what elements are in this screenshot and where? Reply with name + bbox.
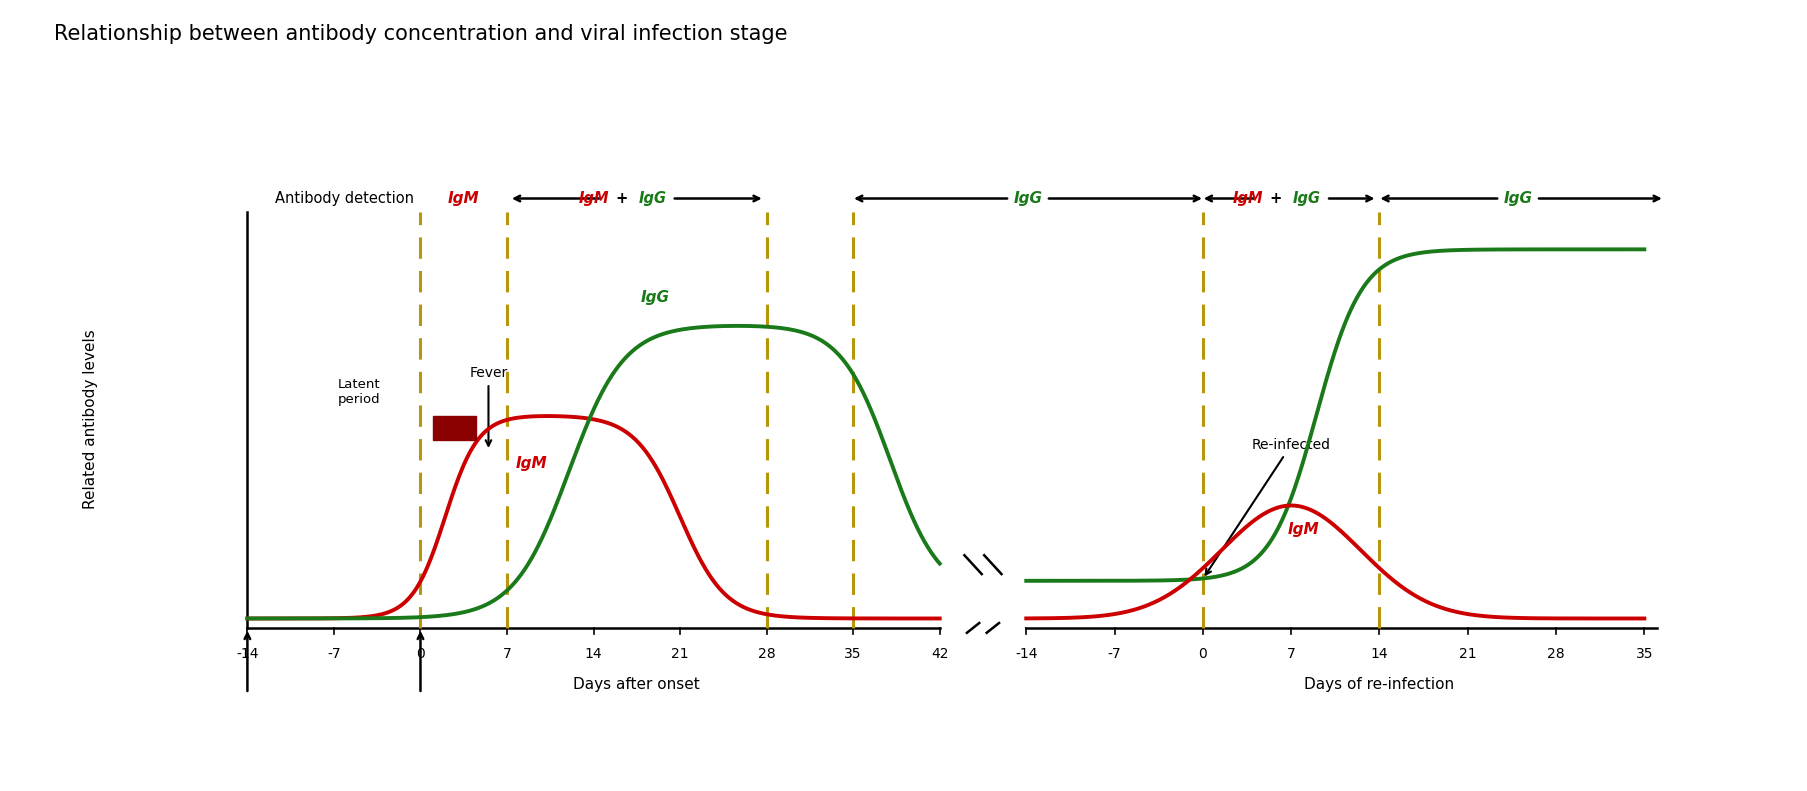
Text: 7: 7 <box>1287 647 1296 660</box>
Text: 21: 21 <box>1458 647 1476 660</box>
Text: 35: 35 <box>1635 647 1652 660</box>
Text: 0: 0 <box>416 647 425 660</box>
Text: IgM: IgM <box>578 191 609 206</box>
Text: IgM: IgM <box>1287 522 1319 537</box>
Text: IgM: IgM <box>1232 191 1263 206</box>
Text: Fever: Fever <box>470 366 508 446</box>
Text: Re-infected: Re-infected <box>1205 438 1330 575</box>
Text: IgM: IgM <box>448 191 479 206</box>
Text: 7: 7 <box>502 647 511 660</box>
Text: 21: 21 <box>670 647 688 660</box>
Text: IgG: IgG <box>1503 191 1532 206</box>
Text: +: + <box>611 191 627 206</box>
Text: 0: 0 <box>1198 647 1207 660</box>
Text: 42: 42 <box>931 647 949 660</box>
Text: 35: 35 <box>844 647 862 660</box>
Bar <box>432 416 475 440</box>
Text: -7: -7 <box>327 647 340 660</box>
Text: Latent
period: Latent period <box>338 378 379 407</box>
Text: IgG: IgG <box>1292 191 1321 206</box>
Text: 28: 28 <box>757 647 775 660</box>
Text: IgM: IgM <box>515 456 548 471</box>
Text: IgG: IgG <box>640 290 669 305</box>
Text: Related antibody levels: Related antibody levels <box>83 329 98 509</box>
Text: Relationship between antibody concentration and viral infection stage: Relationship between antibody concentrat… <box>54 24 788 44</box>
Text: -7: -7 <box>1108 647 1120 660</box>
Text: Days after onset: Days after onset <box>573 677 699 692</box>
Text: 14: 14 <box>584 647 602 660</box>
Text: IgG: IgG <box>638 191 667 206</box>
Text: Days of re-infection: Days of re-infection <box>1303 677 1453 692</box>
Text: 14: 14 <box>1370 647 1388 660</box>
Text: Antibody detection: Antibody detection <box>275 191 414 206</box>
Text: -14: -14 <box>1014 647 1037 660</box>
Text: -14: -14 <box>237 647 258 660</box>
Text: IgG: IgG <box>1014 191 1043 206</box>
Text: +: + <box>1265 191 1281 206</box>
Text: 28: 28 <box>1547 647 1565 660</box>
